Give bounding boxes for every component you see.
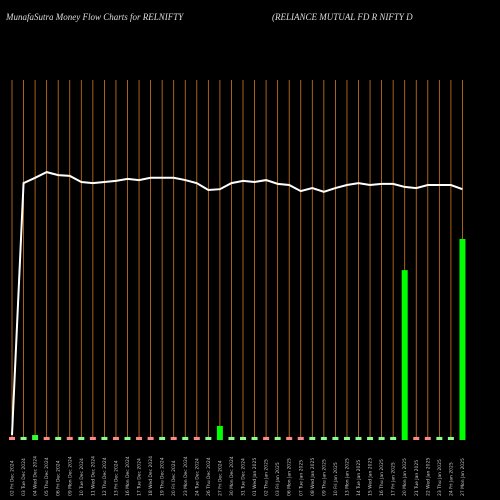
bar	[332, 436, 339, 440]
x-tick-label: 23 Mon Dec 2024	[183, 456, 189, 496]
bar	[390, 436, 397, 440]
bar	[228, 436, 235, 440]
bar	[297, 436, 304, 440]
x-tick-label: 05 Thu Dec 2024	[44, 457, 50, 496]
bar	[251, 436, 258, 440]
x-tick-label: 08 Wed Jan 2025	[310, 458, 316, 496]
bar	[240, 436, 246, 440]
bar	[401, 270, 408, 440]
x-tick-label: 13 Fri Dec 2024	[113, 460, 119, 496]
bar	[216, 425, 223, 440]
chart-title: MunafaSutra Money Flow Charts for RELNIF…	[5, 12, 184, 22]
bar	[9, 436, 15, 440]
x-tick-label: 04 Wed Dec 2024	[33, 456, 39, 496]
x-tick-label: 30 Mon Dec 2024	[229, 456, 235, 496]
bar	[309, 436, 316, 440]
bar	[182, 436, 189, 440]
bar	[274, 436, 281, 440]
bar	[20, 436, 27, 440]
bar	[343, 436, 350, 440]
x-tick-label: 10 Fri Jan 2025	[333, 462, 339, 496]
bar	[205, 436, 212, 440]
x-tick-label: 09 Thu Jan 2025	[321, 459, 327, 496]
bar	[459, 238, 466, 440]
bar	[32, 435, 39, 440]
x-tick-label: 23 Thu Jan 2025	[437, 459, 443, 496]
bar	[193, 436, 200, 440]
line	[11, 171, 463, 436]
x-tick-label: 02 Fri Dec 2024	[10, 460, 16, 496]
x-tick-label: 03 Fri Jan 2025	[275, 462, 281, 496]
x-tick-label: 22 Wed Jan 2025	[425, 458, 431, 496]
bar	[170, 436, 177, 440]
bar	[136, 436, 143, 440]
bar	[112, 436, 119, 440]
bar	[147, 436, 154, 440]
bar	[263, 436, 270, 440]
x-tick-label: 06 Mon Jan 2025	[287, 458, 293, 496]
x-tick-label: 15 Wed Jan 2025	[368, 458, 374, 496]
x-tick-label: 13 Mon Jan 2025	[344, 458, 350, 496]
bar	[367, 436, 374, 440]
x-tick-label: 27 Fri Dec 2024	[217, 460, 223, 496]
x-tick-label: 16 Thu Jan 2025	[379, 459, 385, 496]
x-tick-label: 14 Tue Jan 2025	[356, 460, 362, 496]
bar	[320, 436, 327, 440]
x-tick-label: 31 Tue Dec 2024	[241, 458, 247, 496]
x-tick-label: 12 Thu Dec 2024	[102, 457, 108, 496]
x-tick-label: 11 Wed Dec 2024	[90, 456, 96, 496]
x-tick-label: 07 Tue Jan 2025	[298, 460, 304, 496]
x-tick-label: 03 Tue Dec 2024	[21, 458, 27, 496]
bar	[424, 436, 431, 440]
bar	[355, 436, 362, 440]
bar	[66, 436, 73, 440]
x-tick-label: 24 Tue Dec 2024	[194, 458, 200, 496]
bar	[89, 436, 96, 440]
bar	[436, 436, 443, 440]
bar	[43, 436, 50, 440]
bar	[378, 436, 385, 440]
x-tick-label: 21 Tue Jan 2025	[414, 460, 420, 496]
x-tick-label: 09 Mon Dec 2024	[67, 456, 73, 496]
x-tick-label: 17 Tue Dec 2024	[137, 458, 143, 496]
x-tick-label: 06 Fri Dec 2024	[56, 460, 62, 496]
bar	[286, 436, 293, 440]
x-tick-label: 10 Tue Dec 2024	[79, 458, 85, 496]
bar	[101, 436, 108, 440]
x-tick-label: 01 Wed Jan 2025	[252, 458, 258, 496]
x-tick-label: 27 Mon Jan 2025	[460, 458, 466, 496]
x-tick-label: 16 Mon Dec 2024	[125, 456, 131, 496]
x-tick-label: 02 Thu Jan 2025	[264, 459, 270, 496]
bar	[55, 436, 62, 440]
x-tick-label: 19 Thu Dec 2024	[160, 457, 166, 496]
bar	[447, 436, 454, 440]
x-tick-label: 24 Fri Jan 2025	[448, 462, 454, 496]
x-tick-label: 20 Mon Jan 2025	[402, 458, 408, 496]
x-tick-label: 20 Fri Dec 2024	[171, 460, 177, 496]
bar	[159, 436, 166, 440]
bar	[413, 436, 420, 440]
x-tick-label: 18 Wed Dec 2024	[148, 456, 154, 496]
x-tick-label: 26 Thu Dec 2024	[206, 457, 212, 496]
x-tick-label: 17 Fri Jan 2025	[391, 462, 397, 496]
chart-subtitle: (RELIANCE MUTUAL FD R NIFTY D	[272, 12, 413, 22]
bar	[78, 436, 85, 440]
bar	[124, 436, 131, 440]
